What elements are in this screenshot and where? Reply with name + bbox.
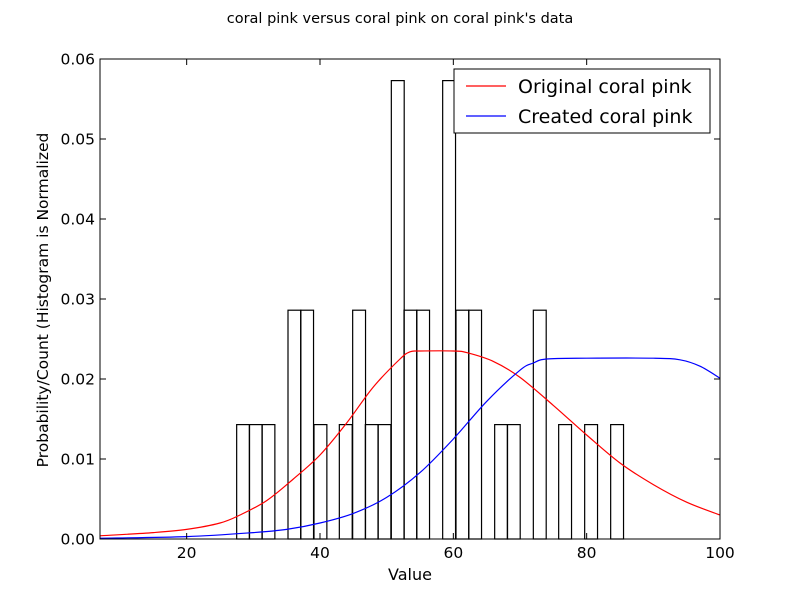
x-tick-label: 40 [310,544,330,562]
x-tick-label: 80 [577,544,597,562]
x-tick-label: 100 [705,544,735,562]
y-tick-label: 0.04 [60,211,95,229]
original-pdf-line [99,350,721,537]
x-tick-label: 60 [443,544,463,562]
x-tick-label: 20 [177,544,197,562]
legend-label-created: Created coral pink [518,106,692,128]
x-axis-ticks: 20 40 60 80 100 [177,59,735,562]
y-tick-label: 0.02 [60,371,95,389]
legend: Original coral pink Created coral pink [453,68,711,134]
y-axis-ticks: 0.00 0.01 0.02 0.03 0.04 0.05 0.06 [60,51,720,549]
y-tick-label: 0.03 [60,291,95,309]
y-tick-label: 0.01 [60,451,95,469]
y-tick-label: 0.05 [60,131,95,149]
created-pdf-line [99,357,721,539]
x-axis-label: Value [388,565,432,584]
y-axis-label: Probability/Count (Histogram is Normaliz… [34,133,52,468]
chart-title: coral pink versus coral pink on coral pi… [227,11,574,27]
legend-label-original: Original coral pink [518,76,692,98]
legend-box [453,68,711,134]
y-tick-label: 0.06 [60,51,95,69]
pdf-lines [99,350,721,539]
y-tick-label: 0.00 [60,531,95,549]
